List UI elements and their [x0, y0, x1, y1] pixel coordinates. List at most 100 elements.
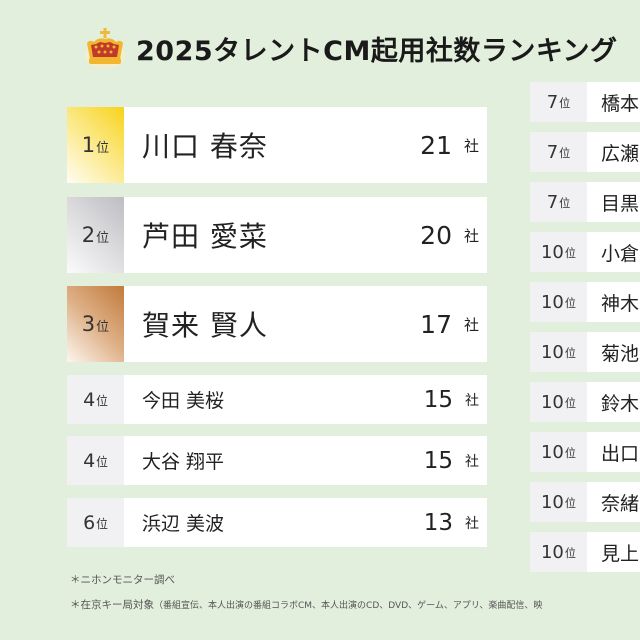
ranking-row: 10 位 奈緒 — [530, 482, 640, 522]
count-value: 21 — [420, 130, 452, 160]
company-count: 13 社 — [424, 498, 487, 547]
title-bar: 2025タレントCM起用社数ランキング — [82, 22, 618, 74]
talent-name: 芦田 愛菜 — [142, 220, 268, 253]
rank-unit: 位 — [96, 320, 110, 336]
rank-unit: 位 — [564, 397, 577, 411]
talent-name: 広瀬 — [601, 142, 640, 165]
rank-number: 3 — [81, 312, 96, 336]
rank-unit: 位 — [564, 547, 577, 561]
talent-name: 橋本 — [601, 92, 640, 115]
rank-unit: 位 — [96, 455, 108, 470]
rank-unit: 位 — [96, 141, 110, 157]
rank-number: 6 — [83, 511, 96, 534]
talent-name: 見上 — [601, 542, 640, 565]
company-count: 15 社 — [424, 375, 487, 424]
talent-name: 目黒 — [601, 192, 640, 215]
rank-number: 10 — [540, 491, 564, 513]
count-value: 13 — [423, 509, 453, 536]
company-count: 15 社 — [424, 436, 487, 485]
source-note: ＊ニホンモニター調べ — [70, 574, 175, 586]
rank-unit: 位 — [564, 297, 577, 311]
rank-badge: 10 位 — [530, 232, 587, 272]
company-count: 21 社 — [420, 107, 487, 183]
talent-name: 小倉 — [601, 242, 640, 265]
scope-note-detail: （番組宣伝、本人出演の番組コラボCM、本人出演のCD、DVD、ゲーム、アプリ、楽… — [154, 601, 543, 611]
rank-unit: 位 — [564, 247, 577, 261]
count-unit: 社 — [465, 453, 479, 470]
count-value: 15 — [423, 386, 453, 413]
count-unit: 社 — [465, 392, 479, 409]
ranking-row: 10 位 神木 — [530, 282, 640, 322]
scope-note-main: ＊在京キー局対象 — [70, 599, 154, 611]
company-count: 20 社 — [420, 197, 487, 273]
count-unit: 社 — [465, 515, 479, 532]
talent-name: 川口 春奈 — [142, 130, 268, 163]
rank-number: 4 — [83, 388, 96, 411]
rank-unit: 位 — [564, 447, 577, 461]
rank-unit: 位 — [96, 394, 108, 409]
rank-unit: 位 — [564, 347, 577, 361]
rank-number: 10 — [540, 441, 564, 463]
rank-number: 10 — [540, 541, 564, 563]
rank-number: 4 — [83, 449, 96, 472]
rank-unit: 位 — [564, 497, 577, 511]
ranking-row: 10 位 出口 — [530, 432, 640, 472]
talent-name: 賀来 賢人 — [142, 309, 268, 342]
rank-badge: 10 位 — [530, 282, 587, 322]
rank-unit: 位 — [96, 231, 110, 247]
count-unit: 社 — [463, 136, 479, 155]
ranking-row: 10 位 小倉 — [530, 232, 640, 272]
rank-number: 1 — [81, 133, 96, 157]
company-count: 17 社 — [420, 286, 487, 362]
rank-badge: 10 位 — [530, 382, 587, 422]
crown-icon — [85, 28, 125, 69]
talent-name: 鈴木 — [601, 392, 640, 415]
count-value: 17 — [420, 309, 452, 339]
rank-unit: 位 — [559, 97, 571, 111]
rank-number: 7 — [546, 141, 559, 163]
talent-name: 菊池 — [601, 342, 640, 365]
rank-badge: 10 位 — [530, 532, 587, 572]
talent-name: 神木 — [601, 292, 640, 315]
page-title: 2025タレントCM起用社数ランキング — [136, 35, 618, 67]
talent-name: 奈緒 — [601, 492, 640, 515]
rank-badge: 10 位 — [530, 482, 587, 522]
scope-note: ＊在京キー局対象（番組宣伝、本人出演の番組コラボCM、本人出演のCD、DVD、ゲ… — [70, 597, 542, 612]
rank-badge: 10 位 — [530, 332, 587, 372]
rank-unit: 位 — [96, 517, 108, 532]
talent-name: 今田 美桜 — [142, 390, 225, 412]
rank-number: 10 — [540, 291, 564, 313]
count-unit: 社 — [463, 315, 479, 334]
rank-number: 10 — [540, 341, 564, 363]
rank-badge: 10 位 — [530, 432, 587, 472]
ranking-row: 10 位 鈴木 — [530, 382, 640, 422]
rank-number: 7 — [546, 191, 559, 213]
rank-unit: 位 — [559, 197, 571, 211]
rank-number: 7 — [546, 91, 559, 113]
talent-name: 出口 — [601, 442, 640, 465]
rank-number: 10 — [540, 391, 564, 413]
count-unit: 社 — [463, 226, 479, 245]
ranking-row: 10 位 見上 — [530, 532, 640, 572]
count-value: 20 — [420, 220, 452, 250]
rank-number: 10 — [540, 241, 564, 263]
count-value: 15 — [423, 447, 453, 474]
talent-name: 大谷 翔平 — [142, 451, 225, 473]
